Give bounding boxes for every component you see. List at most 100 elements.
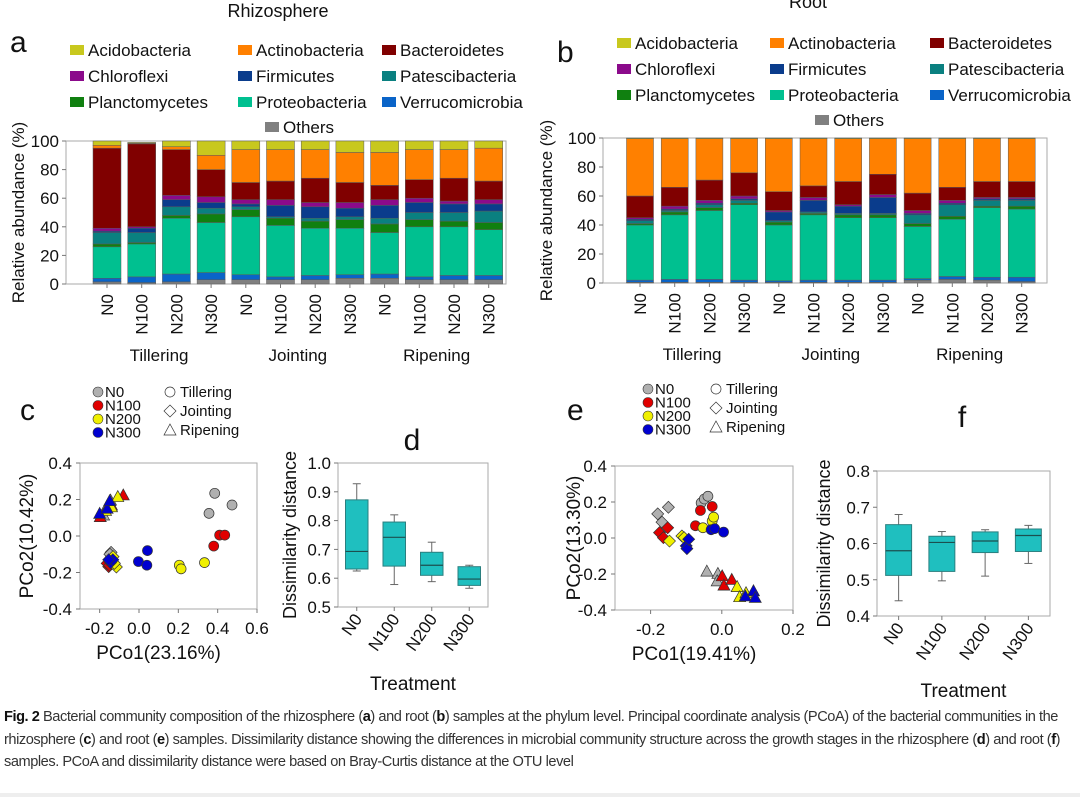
legend-label: Proteobacteria — [788, 86, 899, 105]
y-tick-label: -0.4 — [43, 600, 72, 619]
panel-a: Rhizosphere a Acidobacteria Actinobacteria B… — [9, 1, 523, 365]
bar-segment-actinobacteria — [92, 145, 122, 149]
x-tick-label: N300 — [999, 619, 1038, 663]
bar-segment-proteobacteria — [834, 217, 862, 281]
bar-segment-proteobacteria — [370, 232, 399, 275]
legend-swatch — [617, 64, 631, 74]
legend-swatch — [265, 122, 279, 132]
bar-segment-others — [439, 279, 469, 285]
x-tick-label: N300 — [440, 610, 479, 654]
bar-segment-acidobacteria — [626, 137, 654, 139]
plot-area — [614, 465, 794, 611]
x-tick-label: 0.6 — [245, 619, 269, 638]
bar-segment-bacteroidetes — [626, 195, 654, 218]
x-tick-label: 0.0 — [127, 619, 151, 638]
bar-segment-chloroflexi — [439, 200, 469, 205]
point-ripening — [715, 569, 729, 582]
caption-ref-b: b — [436, 709, 445, 725]
caption-text: ) samples. PCoA and dissimilarity distan… — [4, 731, 1061, 771]
bar-segment-bacteroidetes — [405, 179, 434, 199]
bar-segment-bacteroidetes — [869, 174, 897, 195]
legend-swatch — [238, 71, 252, 81]
bar-segment-patescibacteria — [474, 210, 503, 223]
bar-segment-acidobacteria — [335, 140, 365, 153]
bar-segment-verrucomicrobia — [799, 279, 828, 283]
x-tick-label: N200 — [839, 293, 858, 334]
bar-segment-patescibacteria — [196, 207, 226, 215]
y-tick-label: 0.6 — [307, 569, 331, 588]
plot-area — [79, 462, 258, 610]
point-ripening — [103, 493, 117, 506]
y-axis-label: Relative abundance (%) — [9, 122, 28, 303]
legend-label: Tillering — [726, 381, 778, 398]
point-tillering — [219, 529, 231, 541]
legend-label: Ripening — [726, 419, 785, 436]
bar-segment-bacteroidetes — [799, 185, 828, 198]
bar-segment-patescibacteria — [162, 206, 191, 216]
x-tick-label: N0 — [770, 293, 789, 315]
bar-segment-patescibacteria — [626, 220, 654, 224]
bar-segment-chloroflexi — [938, 200, 967, 204]
bar-segment-bacteroidetes — [300, 177, 330, 203]
bar-segment-proteobacteria — [162, 217, 191, 275]
group-label: Jointing — [802, 345, 861, 364]
legend-swatch — [770, 90, 784, 100]
legend-label: N300 — [655, 422, 691, 439]
bar-segment-proteobacteria — [938, 218, 967, 277]
x-tick-label: N100 — [365, 610, 404, 654]
bar-segment-firmicutes — [370, 205, 399, 219]
x-tick-label: N100 — [133, 294, 152, 335]
bar-segment-proteobacteria — [799, 214, 828, 281]
legend-marker — [642, 383, 654, 395]
bar-segment-bacteroidetes — [370, 185, 399, 200]
bar-segment-proteobacteria — [127, 243, 156, 278]
legend-swatch — [70, 45, 84, 55]
bar-segment-actinobacteria — [231, 149, 261, 183]
bar-segment-proteobacteria — [765, 224, 793, 282]
bar-segment-patescibacteria — [335, 216, 365, 220]
legend-label: Verrucomicrobia — [948, 86, 1071, 105]
legend-label: Planctomycetes — [88, 93, 208, 112]
y-axis-label: Relative abundance (%) — [537, 120, 556, 301]
bar-segment-actinobacteria — [196, 155, 226, 170]
bar-segment-verrucomicrobia — [300, 275, 330, 280]
y-tick-label: 0 — [587, 274, 596, 293]
bar-segment-others — [973, 279, 1001, 284]
bar-segment-acidobacteria — [474, 140, 503, 149]
bar-segment-patescibacteria — [127, 232, 156, 243]
box — [345, 499, 369, 570]
bar-segment-planctomycetes — [370, 223, 399, 233]
bar-segment-bacteroidetes — [730, 172, 758, 197]
legend-label: Ripening — [180, 422, 239, 439]
y-tick-label: 0.7 — [307, 540, 331, 559]
x-tick-label: N300 — [480, 294, 499, 335]
panel-letter: a — [10, 26, 27, 59]
bar-segment-acidobacteria — [695, 137, 724, 139]
bar-segment-acidobacteria — [405, 140, 434, 150]
bar-segment-planctomycetes — [266, 217, 295, 226]
bar-segment-verrucomicrobia — [370, 273, 399, 279]
point-ripening — [100, 501, 114, 514]
legend-swatch — [617, 38, 631, 48]
bar-segment-bacteroidetes — [127, 143, 156, 228]
y-tick-label: 20 — [577, 245, 596, 264]
bar-segment-proteobacteria — [973, 207, 1001, 278]
x-tick-label: N100 — [272, 294, 291, 335]
bar-segment-others — [370, 278, 399, 285]
bar-segment-verrucomicrobia — [1007, 276, 1036, 282]
bar-segment-bacteroidetes — [660, 187, 689, 207]
bar-segment-actinobacteria — [869, 138, 897, 175]
y-tick-label: 20 — [40, 246, 59, 265]
y-tick-label: -0.2 — [43, 564, 72, 583]
point-tillering — [203, 508, 215, 519]
x-tick-label: N200 — [445, 294, 464, 335]
bar-segment-patescibacteria — [439, 212, 469, 222]
y-axis-label: PCo2(10.42%) — [17, 474, 38, 599]
figure-caption: Fig. 2 Bacterial community composition o… — [4, 706, 1076, 774]
legend-label: Jointing — [180, 403, 232, 420]
bar-segment-patescibacteria — [231, 206, 261, 210]
legend-label: Bacteroidetes — [400, 41, 504, 60]
bar-segment-chloroflexi — [335, 202, 365, 209]
bar-segment-acidobacteria — [231, 140, 261, 150]
